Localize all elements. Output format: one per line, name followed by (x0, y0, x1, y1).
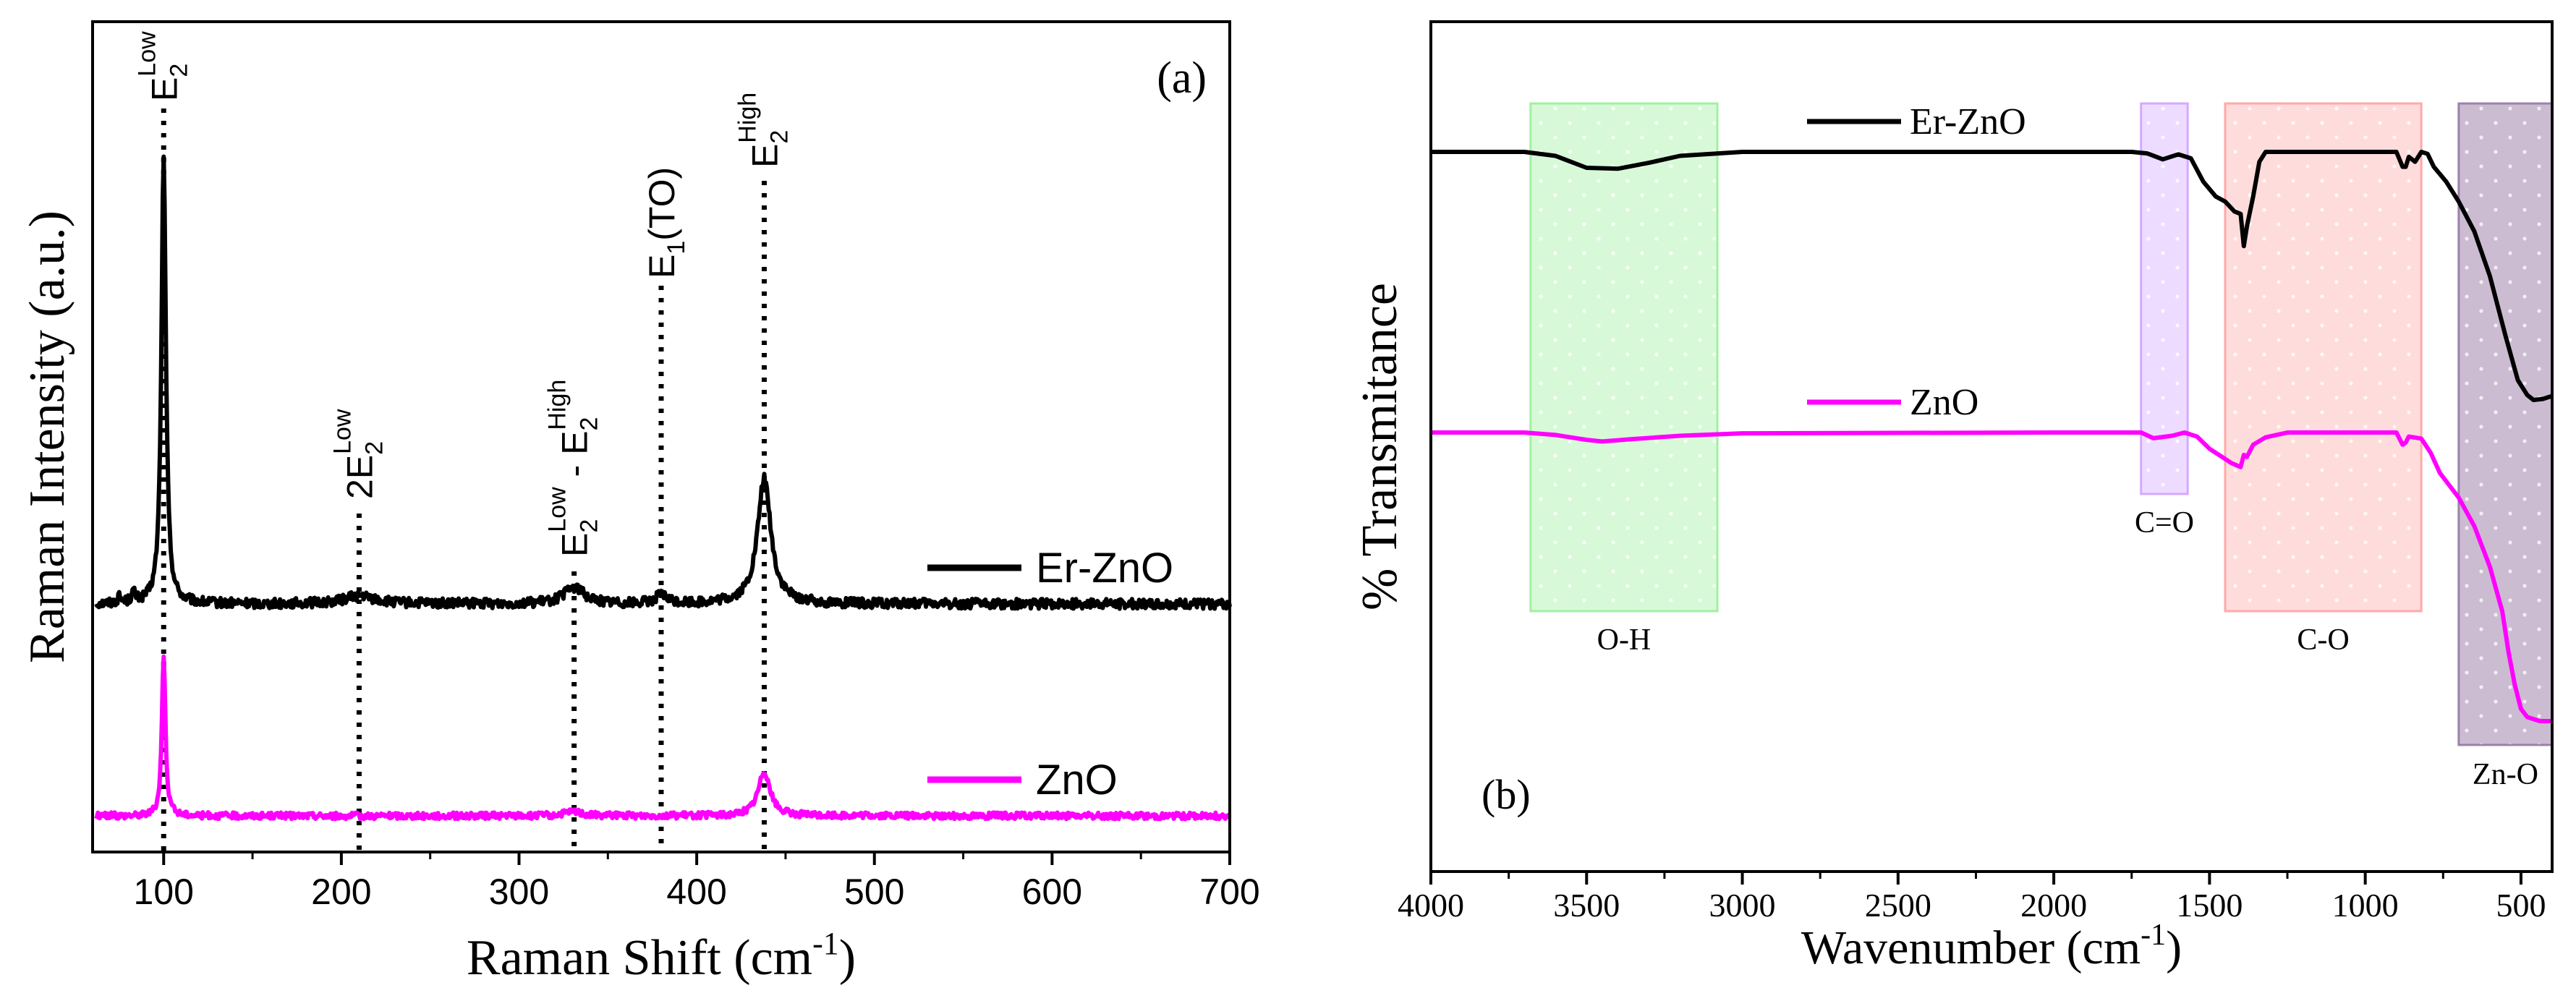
x-axis-label: Wavenumber (cm-1) (1801, 919, 2182, 974)
text-span: 2 (765, 130, 793, 144)
region-label: C-O (2297, 623, 2349, 657)
text-span: E (744, 144, 785, 168)
text-span: 2 (576, 417, 603, 431)
x-tick-label: 1000 (2332, 887, 2399, 924)
x-tick-label: 2000 (2020, 887, 2087, 924)
x-tick-label: 100 (134, 872, 194, 912)
x-tick-label: 300 (489, 872, 549, 912)
text-span: 2 (360, 441, 388, 455)
series-line-er-zno (1431, 150, 2553, 402)
text-span: -1 (812, 926, 839, 961)
x-tick-label: 400 (666, 872, 726, 912)
region-label: O-H (1597, 623, 1652, 657)
text-span: 2E (339, 455, 380, 499)
text-span: Low (133, 31, 161, 77)
x-tick-label: 700 (1199, 872, 1259, 912)
ftir-panel: O-H C=O C-O Zn-O 4000 3500 3000 2500 2000 1500 100… (1352, 20, 2554, 974)
text-span: -1 (2141, 919, 2166, 952)
text-span: High (734, 93, 761, 143)
text-span: Low (328, 409, 356, 454)
series-line-zno (1431, 430, 2552, 723)
mode-label: E2Low - E2High (544, 380, 603, 557)
x-axis-label: Raman Shift (cm-1) (467, 926, 856, 986)
plot-frame (1429, 20, 2554, 873)
text-span: Raman Shift (cm (467, 930, 812, 986)
x-tick-label: 3500 (1553, 887, 1620, 924)
text-span: 1 (663, 241, 690, 255)
y-axis-label: Raman Intensity (a.u.) (20, 210, 75, 663)
x-tick-label: 200 (311, 872, 371, 912)
text-span: - E (555, 431, 595, 487)
text-span: (TO) (642, 167, 682, 241)
mode-label: E2 High (734, 93, 793, 168)
x-tick-label: 500 (844, 872, 904, 912)
region-label: Zn-O (2473, 758, 2538, 791)
region-band (1529, 102, 1719, 613)
x-tick-label: 600 (1022, 872, 1082, 912)
mode-label: E1(TO) (642, 167, 690, 278)
x-tick-label: 3000 (1709, 887, 1776, 924)
x-tick-label: 4000 (1398, 887, 1464, 924)
region-band (2140, 102, 2189, 495)
text-span: ) (839, 930, 856, 986)
mode-label: 2E2 Low (328, 409, 388, 499)
legend-label: ZnO (1910, 382, 1978, 423)
legend-label: Er-ZnO (1910, 101, 2026, 142)
mode-label: E2 Low (133, 31, 192, 101)
text-span: E (642, 255, 682, 278)
legend-label: ZnO (1036, 757, 1118, 804)
panel-label: (a) (1157, 54, 1207, 103)
text-span: ) (2166, 921, 2182, 974)
region-band (2224, 102, 2423, 613)
text-span: Low (544, 487, 571, 532)
legend-label: Er-ZnO (1036, 545, 1173, 592)
plot-frame (91, 20, 1231, 853)
series-line-er-zno (94, 154, 1232, 611)
x-tick-label: 500 (2496, 887, 2546, 924)
text-span: 2 (576, 519, 603, 533)
x-tick-label: 2500 (1865, 887, 1931, 924)
text-span: 2 (165, 64, 192, 77)
region-band (2457, 102, 2554, 746)
x-tick-label: 1500 (2176, 887, 2243, 924)
region-label: C=O (2135, 506, 2194, 540)
y-axis-label: % Transmitance (1352, 283, 1408, 610)
text-span: E (555, 533, 595, 557)
text-span: Wavenumber (cm (1801, 921, 2141, 974)
panel-label: (b) (1482, 771, 1531, 818)
series-line-zno (94, 654, 1232, 822)
text-span: E (144, 77, 184, 101)
text-span: High (544, 380, 571, 430)
